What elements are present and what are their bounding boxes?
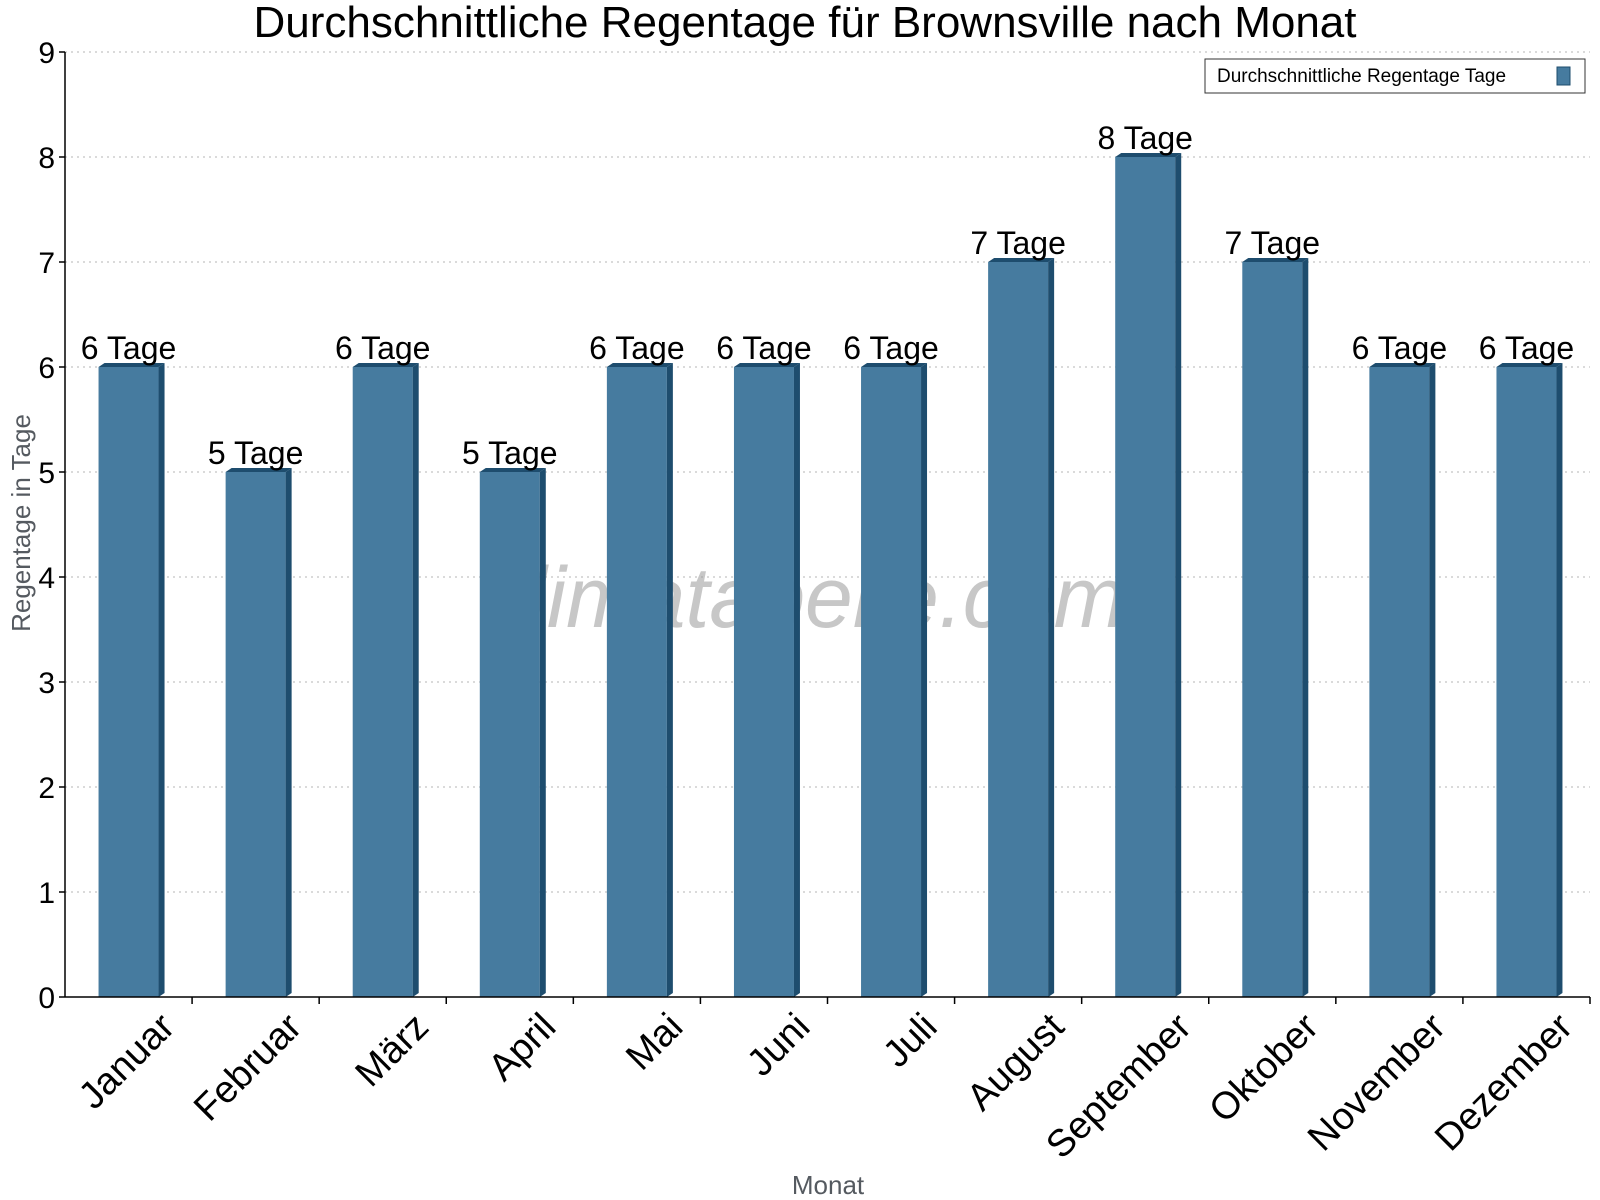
- bar-side: [412, 363, 419, 997]
- data-label: 6 Tage: [335, 330, 431, 366]
- bar-top: [733, 363, 800, 367]
- y-tick-label: 5: [38, 457, 55, 490]
- bar-front: [1496, 367, 1557, 997]
- x-tick-label: Juli: [875, 1006, 945, 1076]
- bar-side: [1048, 258, 1055, 997]
- data-label: 6 Tage: [843, 330, 939, 366]
- bar-oktober: [1242, 258, 1309, 997]
- x-axis-label: Monat: [792, 1170, 865, 1200]
- bar-side: [539, 468, 546, 997]
- x-tick-label: Mai: [618, 1006, 691, 1079]
- gridlines: [65, 51, 1590, 893]
- bar-side: [1556, 363, 1563, 997]
- legend-label: Durchschnittliche Regentage Tage: [1217, 66, 1506, 87]
- y-tick-label: 7: [38, 247, 55, 280]
- bar-februar: [225, 468, 292, 997]
- bar-front: [1242, 262, 1303, 997]
- bar-front: [1369, 367, 1430, 997]
- bar-front: [225, 472, 286, 997]
- bar-juli: [861, 363, 928, 997]
- x-axis-ticks: Januar Februar März April Mai Juni Juli AugustS…: [71, 997, 1591, 1167]
- bar-front: [479, 472, 540, 997]
- bar-side: [1302, 258, 1309, 997]
- data-label: 7 Tage: [970, 225, 1066, 261]
- bar-top: [606, 363, 673, 367]
- x-tick-label: Oktober: [1201, 1005, 1327, 1131]
- data-label: 8 Tage: [1097, 120, 1193, 156]
- bar-front: [861, 367, 922, 997]
- bar-mai: [606, 363, 673, 997]
- bar-side: [1175, 153, 1182, 997]
- bar-front: [988, 262, 1049, 997]
- y-axis-ticks: 0 1 2 3 4 5 6 7 8 9: [38, 37, 65, 1015]
- bar-front: [606, 367, 667, 997]
- bar-front: [1115, 157, 1176, 997]
- data-label: 5 Tage: [208, 435, 304, 471]
- x-tick-label: April: [481, 1006, 564, 1089]
- bar-top: [98, 363, 165, 367]
- bar-front: [98, 367, 159, 997]
- data-labels: 6 Tage 5 Tage 6 Tage 5 Tage 6 Tage 6 Tage 6 Ta…: [81, 120, 1574, 471]
- y-tick-label: 8: [38, 142, 55, 175]
- data-label: 6 Tage: [589, 330, 685, 366]
- bar-front: [733, 367, 794, 997]
- bar-top: [479, 468, 546, 472]
- bar-top: [225, 468, 292, 472]
- data-label: 7 Tage: [1225, 225, 1321, 261]
- x-tick-label: Dezember: [1427, 1005, 1581, 1159]
- data-label: 6 Tage: [1352, 330, 1448, 366]
- bar-front: [352, 367, 413, 997]
- bar-november: [1369, 363, 1436, 997]
- y-axis-label: Regentage in Tage: [6, 414, 36, 632]
- chart-title: Durchschnittliche Regentage für Brownsvi…: [253, 0, 1356, 47]
- x-tick-label: Januar: [71, 1005, 183, 1117]
- bar-top: [1496, 363, 1563, 367]
- bar-side: [921, 363, 928, 997]
- x-tick-label: Juni: [739, 1006, 818, 1085]
- bar-side: [285, 468, 292, 997]
- bar-top: [861, 363, 928, 367]
- legend: Durchschnittliche Regentage Tage: [1204, 58, 1586, 94]
- y-tick-label: 9: [38, 37, 55, 70]
- y-tick-label: 0: [38, 982, 55, 1015]
- bar-januar: [98, 363, 165, 997]
- bar-side: [158, 363, 165, 997]
- data-label: 5 Tage: [462, 435, 558, 471]
- bar-top: [352, 363, 419, 367]
- x-tick-label: Februar: [186, 1005, 310, 1129]
- data-label: 6 Tage: [716, 330, 812, 366]
- bar-dezember: [1496, 363, 1563, 997]
- bar-top: [1115, 153, 1182, 157]
- bar-side: [1429, 363, 1436, 997]
- bar-top: [1242, 258, 1309, 262]
- bar-top: [1369, 363, 1436, 367]
- bar-juni: [733, 363, 800, 997]
- bar-top: [988, 258, 1055, 262]
- bars: [98, 153, 1563, 997]
- x-tick-label: März: [348, 1006, 437, 1095]
- legend-box: [1204, 58, 1586, 94]
- legend-swatch: [1556, 66, 1571, 86]
- bar-märz: [352, 363, 419, 997]
- bar-side: [793, 363, 800, 997]
- y-tick-label: 4: [38, 562, 55, 595]
- y-tick-label: 3: [38, 667, 55, 700]
- bar-august: [988, 258, 1055, 997]
- bar-side: [666, 363, 673, 997]
- x-tick-label: November: [1300, 1005, 1454, 1159]
- y-tick-label: 1: [38, 877, 55, 910]
- y-tick-label: 2: [38, 772, 55, 805]
- data-label: 6 Tage: [1479, 330, 1575, 366]
- x-tick-label: August: [959, 1005, 1073, 1119]
- y-tick-label: 6: [38, 352, 55, 385]
- bar-april: [479, 468, 546, 997]
- bar-september: [1115, 153, 1182, 997]
- data-label: 6 Tage: [81, 330, 177, 366]
